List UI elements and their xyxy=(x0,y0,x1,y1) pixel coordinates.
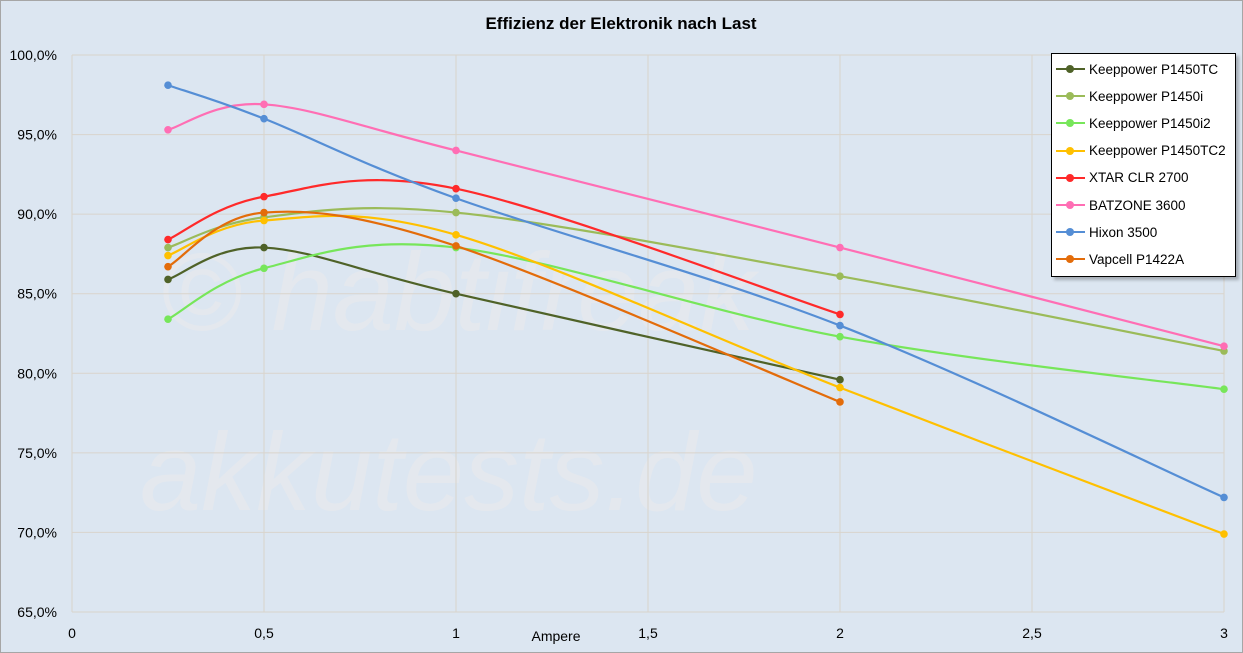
x-tick-label: 0 xyxy=(68,625,76,641)
legend-label: Keeppower P1450TC2 xyxy=(1089,143,1226,159)
legend-item[interactable]: Keeppower P1450i xyxy=(1056,86,1203,106)
x-tick-label: 3 xyxy=(1220,625,1228,641)
x-tick-label: 2 xyxy=(836,625,844,641)
x-tick-label: 0,5 xyxy=(254,625,274,641)
series-batzone-3600 xyxy=(164,100,1228,351)
data-point xyxy=(164,275,172,284)
legend-label: Vapcell P1422A xyxy=(1089,251,1185,267)
legend-item[interactable]: XTAR CLR 2700 xyxy=(1056,168,1189,188)
data-point xyxy=(260,243,268,252)
data-point xyxy=(164,251,172,260)
data-point xyxy=(836,310,844,319)
legend-marker-icon xyxy=(1056,90,1085,102)
legend-marker-icon xyxy=(1056,63,1085,75)
data-point xyxy=(164,315,172,323)
data-point xyxy=(260,216,268,225)
legend-item[interactable]: BATZONE 3600 xyxy=(1056,195,1186,215)
data-point xyxy=(1220,385,1228,394)
legend-item[interactable]: Keeppower P1450TC2 xyxy=(1056,141,1226,161)
data-point xyxy=(836,383,844,392)
data-point xyxy=(260,100,268,109)
data-point xyxy=(164,235,172,244)
legend-label: Hixon 3500 xyxy=(1089,224,1158,240)
data-point xyxy=(164,125,172,134)
legend-marker-icon xyxy=(1056,199,1085,211)
data-point xyxy=(452,289,460,298)
y-tick-label: 100,0% xyxy=(10,47,57,63)
watermark-1: © habtifreak xyxy=(160,231,760,354)
y-tick-label: 70,0% xyxy=(17,524,57,540)
watermark-2: akkutests.de xyxy=(140,411,758,534)
legend-marker-icon xyxy=(1056,226,1085,238)
chart-title: Effizienz der Elektronik nach Last xyxy=(485,14,756,33)
series-keeppower-p1450tc2 xyxy=(164,214,1228,538)
data-point xyxy=(452,231,460,239)
data-point xyxy=(260,192,268,201)
data-point xyxy=(1220,342,1228,351)
y-tick-label: 95,0% xyxy=(17,127,57,143)
legend-marker-icon xyxy=(1056,145,1085,157)
series-keeppower-p1450tc xyxy=(164,243,844,384)
data-point xyxy=(260,208,268,217)
data-point xyxy=(164,243,172,252)
legend-item[interactable]: Keeppower P1450TC xyxy=(1056,59,1218,79)
data-point xyxy=(836,272,844,281)
data-point xyxy=(836,332,844,341)
legend: Keeppower P1450TC Keeppower P1450i Keeppow… xyxy=(1051,53,1236,277)
data-point xyxy=(260,264,268,273)
series-hixon-3500 xyxy=(164,81,1228,502)
series-line xyxy=(167,210,841,403)
data-point xyxy=(1220,530,1228,538)
y-tick-label: 85,0% xyxy=(17,286,57,302)
x-axis-label: Ampere xyxy=(531,628,580,644)
series-line xyxy=(167,246,841,381)
data-point xyxy=(164,81,172,90)
legend-label: Keeppower P1450TC xyxy=(1089,61,1219,77)
y-tick-label: 80,0% xyxy=(17,365,57,381)
legend-marker-icon xyxy=(1056,172,1085,184)
data-point xyxy=(260,114,268,123)
legend-item[interactable]: Keeppower P1450i2 xyxy=(1056,113,1211,133)
data-point xyxy=(452,184,460,193)
legend-item[interactable]: Hixon 3500 xyxy=(1056,222,1157,242)
legend-marker-icon xyxy=(1056,117,1085,129)
legend-label: BATZONE 3600 xyxy=(1089,197,1186,213)
legend-item[interactable]: Vapcell P1422A xyxy=(1056,249,1184,269)
legend-label: XTAR CLR 2700 xyxy=(1089,170,1189,186)
data-point xyxy=(836,398,844,406)
x-tick-label: 1 xyxy=(452,625,460,641)
data-point xyxy=(452,242,460,250)
data-point xyxy=(836,375,844,384)
data-point xyxy=(452,146,460,155)
x-tick-label: 2,5 xyxy=(1022,625,1042,641)
series-vapcell-p1422a xyxy=(164,208,844,406)
legend-marker-icon xyxy=(1056,253,1085,265)
data-point xyxy=(164,262,172,271)
y-tick-label: 90,0% xyxy=(17,206,57,222)
x-tick-label: 1,5 xyxy=(638,625,658,641)
y-tick-label: 75,0% xyxy=(17,445,57,461)
legend-label: Keeppower P1450i xyxy=(1089,88,1204,104)
data-point xyxy=(836,321,844,330)
data-point xyxy=(452,194,460,203)
legend-label: Keeppower P1450i2 xyxy=(1089,115,1211,131)
y-tick-label: 65,0% xyxy=(17,604,57,620)
data-point xyxy=(452,208,460,217)
data-point xyxy=(1220,493,1228,502)
data-point xyxy=(836,243,844,252)
